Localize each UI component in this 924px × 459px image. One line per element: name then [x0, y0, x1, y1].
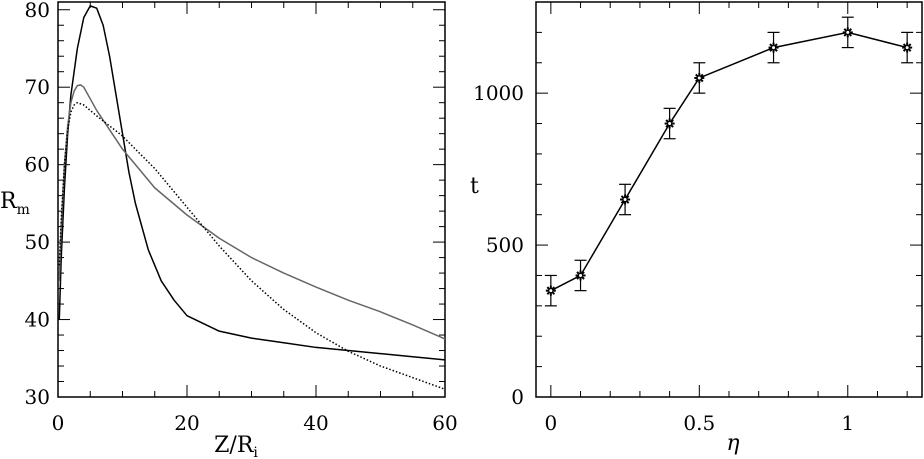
star-center [667, 121, 673, 127]
star-marker [694, 72, 705, 83]
left-x-tick-label: 60 [432, 411, 457, 435]
star-marker [620, 194, 631, 205]
left-tick-labels: 0 20 40 60 30 40 50 60 70 80 [25, 0, 458, 435]
star-center [845, 29, 851, 35]
right-x-tick-label: 1 [841, 411, 854, 435]
star-center [578, 272, 584, 278]
left-x-tick-label: 20 [174, 411, 199, 435]
left-y-tick-label: 70 [25, 75, 50, 99]
right-y-tick-label: 1000 [473, 81, 524, 105]
star-marker [768, 42, 779, 53]
star-marker [664, 118, 675, 129]
left-y-tick-label: 40 [25, 308, 50, 332]
star-marker [545, 285, 556, 296]
left-x-axis-label-main: Z/R [214, 433, 255, 458]
right-data-point [574, 259, 587, 292]
star-center [771, 45, 777, 51]
star-center [904, 45, 910, 51]
left-y-axis-label-main: R [0, 189, 18, 214]
left-y-tick-label: 30 [25, 385, 50, 409]
star-center [696, 75, 702, 81]
right-axis-ticks [536, 2, 922, 398]
right-data-point [663, 107, 676, 140]
star-center [622, 197, 628, 202]
right-data-point [901, 31, 914, 64]
right-y-axis-label: t [470, 174, 479, 199]
left-y-tick-label: 60 [25, 153, 50, 177]
right-y-tick-label: 500 [486, 233, 524, 257]
left-x-axis-label: Z/Ri [214, 433, 258, 459]
right-panel: 0 0.5 1 0 500 1000 η t [470, 1, 923, 456]
star-marker [842, 27, 853, 38]
right-data-point [619, 183, 632, 216]
right-x-axis-label: η [726, 431, 739, 456]
right-tick-labels: 0 0.5 1 0 500 1000 [473, 81, 854, 435]
star-marker [575, 270, 586, 281]
right-y-tick-label: 0 [511, 385, 524, 409]
right-data-point [693, 62, 706, 94]
left-x-tick-label: 40 [303, 411, 328, 435]
left-x-tick-label: 0 [52, 411, 65, 435]
right-data-point [841, 16, 854, 49]
right-series-line [550, 31, 908, 292]
star-center [548, 288, 554, 294]
left-x-axis-label-sub: i [253, 445, 258, 459]
right-data-point [767, 31, 780, 64]
star-marker [902, 42, 913, 53]
left-panel: 0 20 40 60 30 40 50 60 70 80 Z/Ri Rm [0, 0, 458, 459]
left-y-tick-label: 50 [25, 230, 50, 254]
right-plot-frame [535, 1, 923, 398]
right-series-group [544, 16, 914, 307]
left-y-tick-label: 80 [25, 0, 50, 22]
left-series-line-1 [58, 5, 446, 361]
right-data-point [544, 274, 557, 307]
left-series-group [58, 5, 446, 390]
right-x-tick-label: 0.5 [683, 411, 715, 435]
left-series-line-2 [58, 84, 446, 340]
left-series-line-3 [58, 101, 446, 390]
left-y-axis-label-sub: m [17, 202, 30, 218]
right-x-tick-label: 0 [544, 411, 557, 435]
left-y-axis-label: Rm [0, 189, 30, 218]
